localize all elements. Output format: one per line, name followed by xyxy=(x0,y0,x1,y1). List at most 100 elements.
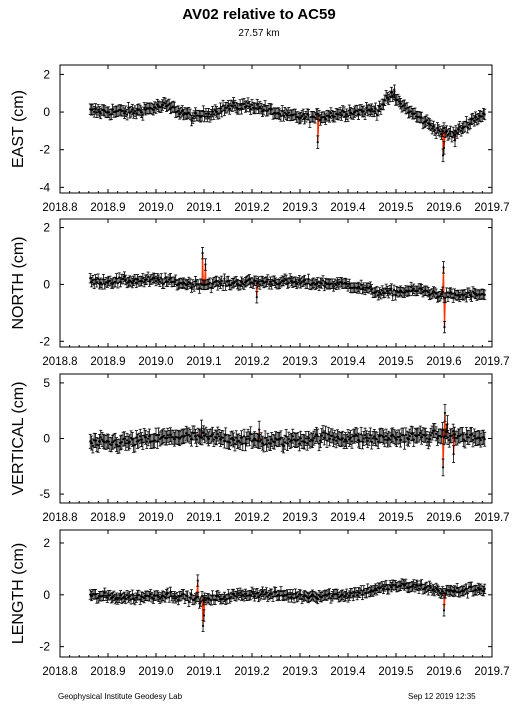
point-marker xyxy=(357,113,360,116)
data-point xyxy=(463,433,467,449)
x-tick-label: 2019.2 xyxy=(234,512,269,524)
point-marker xyxy=(246,102,250,105)
point-marker xyxy=(471,117,475,120)
x-tick-label: 2018.8 xyxy=(42,512,77,524)
data-point xyxy=(147,428,151,444)
point-marker xyxy=(399,102,402,105)
point-marker xyxy=(446,436,450,439)
point-marker xyxy=(473,434,476,438)
point-marker xyxy=(214,108,217,112)
point-marker xyxy=(427,291,430,294)
point-marker xyxy=(361,288,364,291)
point-marker xyxy=(304,115,308,118)
point-marker xyxy=(239,103,242,107)
point-marker xyxy=(356,109,359,112)
data-point xyxy=(441,458,445,477)
point-marker xyxy=(282,279,285,283)
point-marker xyxy=(312,281,315,284)
point-marker xyxy=(114,439,117,442)
data-point xyxy=(258,433,262,449)
data-point xyxy=(289,432,293,448)
point-marker xyxy=(341,437,344,440)
point-marker xyxy=(104,441,108,444)
point-marker xyxy=(99,436,102,439)
point-marker xyxy=(168,436,171,439)
data-point xyxy=(412,432,416,448)
point-marker xyxy=(353,110,356,114)
data-point xyxy=(229,99,233,112)
data-point xyxy=(372,287,376,298)
point-marker xyxy=(123,437,126,440)
point-marker xyxy=(362,286,365,289)
point-marker xyxy=(456,436,459,440)
point-marker xyxy=(253,437,256,440)
point-marker xyxy=(190,286,193,289)
point-marker xyxy=(177,110,180,113)
point-marker xyxy=(152,108,155,111)
point-marker xyxy=(219,282,222,285)
x-tick-label: 2019.0 xyxy=(138,512,173,524)
point-marker xyxy=(157,278,160,281)
data-point xyxy=(384,283,388,295)
point-marker xyxy=(444,435,447,438)
point-marker xyxy=(387,292,390,295)
data-point xyxy=(245,100,249,112)
x-tick-label: 2019.7 xyxy=(474,202,509,214)
y-tick-label: -4 xyxy=(39,180,50,194)
point-marker xyxy=(333,115,336,118)
point-marker xyxy=(132,111,135,115)
point-marker xyxy=(161,103,164,107)
data-point xyxy=(183,278,187,290)
point-marker xyxy=(471,290,475,293)
point-marker xyxy=(132,279,135,282)
data-point xyxy=(355,428,359,444)
point-marker xyxy=(386,289,389,293)
data-point xyxy=(204,108,208,120)
point-marker xyxy=(386,96,389,99)
data-point xyxy=(391,90,395,102)
point-marker xyxy=(337,113,340,116)
point-marker xyxy=(479,438,482,442)
point-marker xyxy=(337,283,340,286)
point-marker xyxy=(371,437,375,440)
point-marker xyxy=(331,434,334,438)
point-marker xyxy=(123,275,126,278)
point-marker xyxy=(427,440,430,443)
data-point xyxy=(425,431,429,446)
point-marker xyxy=(356,434,359,437)
data-point xyxy=(149,102,153,114)
point-marker xyxy=(125,113,129,116)
data-point xyxy=(267,435,271,451)
x-tick-label: 2019.4 xyxy=(330,356,366,368)
point-marker xyxy=(311,439,314,442)
data-point xyxy=(251,278,255,289)
data-point xyxy=(157,274,161,285)
point-marker xyxy=(443,325,446,329)
point-marker xyxy=(483,438,486,441)
point-marker xyxy=(218,280,221,284)
data-point xyxy=(328,111,332,123)
point-marker xyxy=(431,292,434,295)
point-marker xyxy=(294,113,297,116)
point-marker xyxy=(211,433,214,436)
data-point xyxy=(357,108,361,120)
data-point xyxy=(178,431,182,447)
point-marker xyxy=(357,439,360,442)
data-point xyxy=(435,292,439,303)
data-point xyxy=(205,110,209,123)
point-marker xyxy=(203,434,206,437)
point-marker xyxy=(348,282,351,286)
point-marker xyxy=(470,433,473,436)
point-marker xyxy=(390,91,393,94)
point-marker xyxy=(278,113,281,116)
point-marker xyxy=(336,435,339,438)
data-point xyxy=(399,98,403,110)
point-marker xyxy=(98,110,101,113)
point-marker xyxy=(245,437,248,441)
data-point xyxy=(338,107,342,119)
data-point xyxy=(137,103,141,115)
point-marker xyxy=(473,119,476,122)
x-tick-label: 2019.3 xyxy=(282,356,317,368)
point-marker xyxy=(450,434,453,437)
point-marker xyxy=(314,435,317,438)
